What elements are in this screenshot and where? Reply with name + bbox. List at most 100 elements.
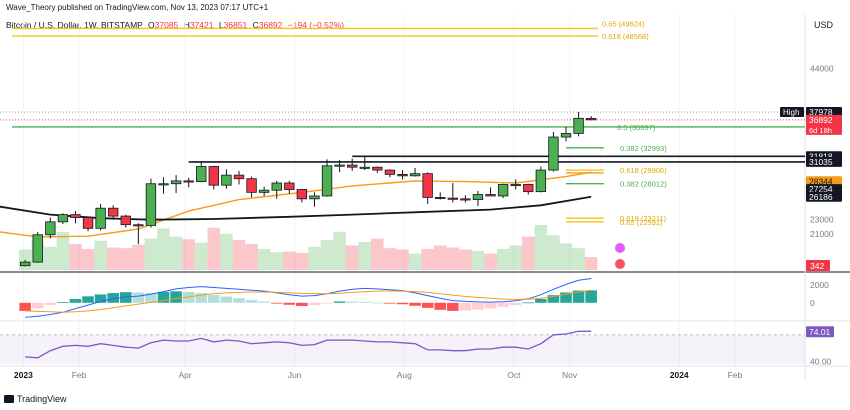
time-axis: 2023 Feb Apr Jun Aug Oct Nov 2024 Feb bbox=[14, 370, 743, 380]
currency-label: USD bbox=[814, 20, 834, 30]
candle-body bbox=[221, 174, 232, 186]
macd-histogram-bar bbox=[421, 302, 434, 308]
volume-bar bbox=[358, 242, 372, 270]
price-tag-value: 37978 bbox=[809, 107, 833, 117]
macd-histogram-bar bbox=[283, 302, 296, 305]
candle-body bbox=[271, 182, 282, 191]
price-tag-bg bbox=[806, 107, 842, 118]
macd-histogram-bar bbox=[208, 295, 220, 303]
price-tag-value: 31818 bbox=[809, 151, 833, 161]
candle-body bbox=[460, 198, 471, 201]
candle-body bbox=[296, 189, 308, 200]
price-tag-bg bbox=[806, 184, 842, 195]
macd-histogram-bar bbox=[434, 302, 447, 310]
candle-body bbox=[585, 118, 597, 121]
candle-body bbox=[485, 194, 496, 197]
time-tick-label: Jun bbox=[288, 370, 302, 380]
price-tag-value: 36892 bbox=[809, 115, 833, 125]
candle-body bbox=[70, 214, 81, 218]
macd-histogram-bar bbox=[535, 299, 547, 303]
candle-body bbox=[233, 174, 245, 180]
candle-body bbox=[523, 184, 534, 193]
change-value: −194 (−0.52%) bbox=[287, 20, 344, 30]
candle-body bbox=[422, 173, 433, 198]
macd-histogram-bar bbox=[484, 302, 497, 309]
candle-body bbox=[359, 166, 370, 169]
macd-histogram-bar bbox=[308, 302, 321, 306]
publish-info: Wave_Theory published on TradingView.com… bbox=[6, 3, 269, 12]
volume-bar bbox=[169, 236, 183, 270]
price-tag-value: 28344 bbox=[809, 176, 833, 186]
volume-bar bbox=[446, 247, 460, 270]
candle-body bbox=[321, 165, 333, 197]
candle-body bbox=[560, 133, 572, 138]
price-tag-bg bbox=[806, 191, 842, 202]
rsi-tag-value: 74.01 bbox=[809, 327, 831, 337]
macd-histogram-bar bbox=[346, 301, 358, 303]
volume-bar bbox=[371, 238, 384, 270]
macd-histogram-bar bbox=[459, 302, 472, 311]
macd-histogram-bar bbox=[31, 302, 44, 309]
candle-body bbox=[372, 166, 383, 171]
volume-bar bbox=[295, 252, 309, 270]
candles bbox=[19, 112, 597, 267]
fib-level-label: 0.382 (28012) bbox=[620, 180, 667, 189]
price-tick-label: 44000 bbox=[810, 64, 834, 74]
candle-body bbox=[32, 234, 43, 263]
candle-body bbox=[435, 196, 446, 199]
time-tick-label: Aug bbox=[397, 370, 412, 380]
volume-bar bbox=[232, 240, 246, 270]
volume-bar bbox=[18, 249, 32, 270]
volume-bar bbox=[81, 248, 95, 270]
volume-bar bbox=[132, 244, 145, 270]
brand-footer: TradingView bbox=[4, 394, 67, 404]
volume-bar bbox=[345, 245, 359, 270]
candle-body bbox=[145, 183, 157, 226]
candle-body bbox=[170, 180, 182, 185]
candle-body bbox=[120, 215, 131, 226]
volume-bar bbox=[270, 252, 284, 270]
macd-histogram-bar bbox=[396, 302, 409, 305]
macd-histogram-bar bbox=[57, 302, 69, 303]
macd-histogram-bar bbox=[19, 302, 31, 311]
volume-bar bbox=[320, 240, 334, 270]
macd-histogram-bar bbox=[132, 292, 145, 303]
volume-bar bbox=[56, 231, 70, 270]
volume-bar bbox=[144, 238, 158, 270]
high-tag-bg bbox=[780, 107, 804, 118]
candle-body bbox=[284, 182, 295, 190]
symbol-title[interactable]: Bitcoin / U.S. Dollar, 1W, BITSTAMP bbox=[6, 20, 143, 30]
macd-histogram-bar bbox=[509, 302, 522, 305]
price-tag-value: 31035 bbox=[809, 157, 833, 167]
volume-bar bbox=[484, 253, 497, 270]
macd-histogram-bar bbox=[195, 293, 208, 303]
volume-bar bbox=[396, 249, 409, 270]
symbol-legend: Bitcoin / U.S. Dollar, 1W, BITSTAMP O370… bbox=[6, 20, 344, 30]
macd-histogram-bar bbox=[69, 299, 82, 303]
rsi-band bbox=[0, 334, 805, 364]
macd-histogram-bar bbox=[220, 296, 233, 303]
candle-body bbox=[510, 184, 521, 187]
publish-header: Wave_Theory published on TradingView.com… bbox=[0, 0, 850, 14]
time-tick-label: Feb bbox=[72, 370, 87, 380]
candle-body bbox=[19, 261, 31, 267]
close-value: 36892 bbox=[258, 20, 283, 30]
macd-pane bbox=[19, 278, 597, 318]
volume-bar bbox=[534, 225, 548, 270]
volume-bar bbox=[471, 250, 485, 270]
volume-tag-value: 342 bbox=[810, 261, 824, 271]
time-tick-label: Feb bbox=[728, 370, 743, 380]
chart-canvas[interactable]: 0.618 (48568) 0.65 (49624) 0.5 (35897) 0.38… bbox=[0, 14, 850, 394]
moving-average-line bbox=[0, 195, 592, 221]
candle-body bbox=[334, 164, 345, 167]
candle-body bbox=[246, 178, 257, 193]
price-tick-label: 23000 bbox=[810, 215, 834, 225]
candle-body bbox=[95, 207, 106, 229]
volume-bar bbox=[572, 248, 585, 270]
macd-line bbox=[25, 278, 592, 318]
candle-body bbox=[133, 224, 144, 227]
macd-tick-label: 2000 bbox=[810, 280, 829, 290]
volume-bar bbox=[308, 246, 321, 270]
volume-bar bbox=[333, 231, 346, 270]
